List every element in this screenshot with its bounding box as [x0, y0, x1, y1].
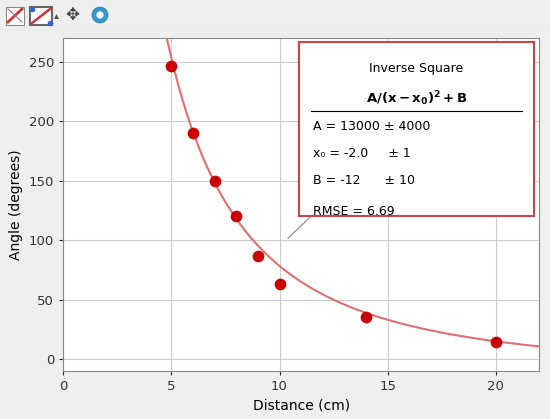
Text: ✥: ✥	[65, 6, 79, 24]
Point	[232, 213, 241, 220]
Point	[275, 281, 284, 287]
Point	[361, 314, 370, 321]
Point	[491, 339, 500, 346]
Text: Inverse Square: Inverse Square	[370, 62, 464, 75]
Point	[189, 130, 197, 137]
Polygon shape	[54, 14, 59, 19]
Point	[254, 252, 262, 259]
Text: A = 13000 ± 4000: A = 13000 ± 4000	[313, 120, 431, 133]
Circle shape	[92, 7, 108, 23]
Text: x₀ = -2.0     ± 1: x₀ = -2.0 ± 1	[313, 147, 411, 160]
Text: RMSE = 6.69: RMSE = 6.69	[313, 205, 395, 218]
Bar	[30, 7, 52, 25]
FancyBboxPatch shape	[299, 41, 534, 216]
X-axis label: Distance (cm): Distance (cm)	[252, 398, 350, 412]
Y-axis label: Angle (degrees): Angle (degrees)	[9, 149, 23, 260]
Point	[167, 62, 176, 69]
Bar	[6, 7, 24, 25]
Text: $\mathbf{A/(x-x_0)^2 + B}$: $\mathbf{A/(x-x_0)^2 + B}$	[366, 90, 468, 109]
Circle shape	[96, 11, 103, 18]
Point	[210, 177, 219, 184]
Text: B = -12      ± 10: B = -12 ± 10	[313, 174, 415, 187]
